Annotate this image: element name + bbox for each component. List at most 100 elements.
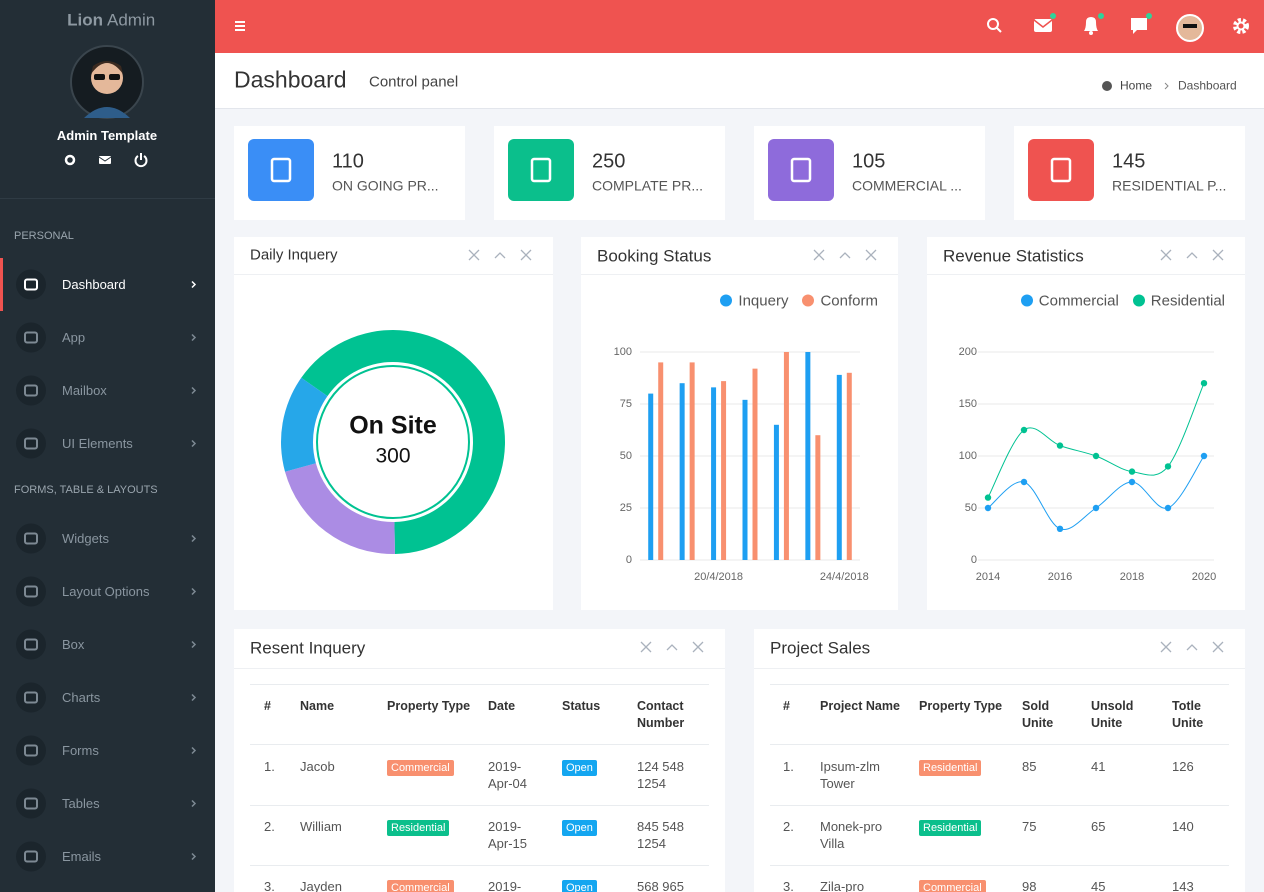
mail-icon[interactable] <box>1034 19 1052 32</box>
legend-item[interactable]: Residential <box>1132 293 1225 310</box>
chat-icon[interactable] <box>1131 18 1147 34</box>
bell-icon[interactable] <box>1084 17 1098 31</box>
y-tick-label: 50 <box>620 450 632 462</box>
stat-value: 250 <box>592 150 626 173</box>
legend-item[interactable]: Inquery <box>720 293 788 310</box>
expand-tool[interactable] <box>1160 641 1172 653</box>
legend-item[interactable]: Commercial <box>1020 293 1119 310</box>
breadcrumb-item[interactable]: Home <box>1120 78 1153 93</box>
status-badge: Open <box>562 880 597 892</box>
bar <box>689 362 695 560</box>
table-cell: 2019- <box>488 879 522 892</box>
settings-icon[interactable] <box>64 154 76 166</box>
settings-icon[interactable] <box>1233 18 1249 34</box>
avatar-glasses <box>109 74 120 80</box>
menu-icon-glyph <box>24 797 38 810</box>
panel-title: Resent Inquery <box>250 638 366 658</box>
line-point <box>1092 504 1100 512</box>
menu-item[interactable]: Charts <box>62 689 101 705</box>
collapse-tool[interactable] <box>494 252 506 259</box>
y-tick-label: 100 <box>614 346 632 358</box>
legend: Inquery Conform <box>720 293 878 310</box>
search-icon-handle <box>996 27 1002 33</box>
line-point <box>984 504 992 512</box>
collapse-tool[interactable] <box>839 252 851 259</box>
settings-icon-core <box>1236 21 1246 31</box>
menu-icon-glyph <box>24 278 38 291</box>
panel-title: Daily Inquery <box>250 246 338 264</box>
table-cell: Residential <box>919 758 1014 776</box>
line-point <box>1128 478 1136 486</box>
menu-chevron <box>191 799 197 808</box>
line-point <box>1020 478 1028 486</box>
donut-segment <box>285 463 395 554</box>
table-cell: 2. <box>264 819 275 834</box>
power-icon[interactable] <box>134 155 148 168</box>
table-cell: Jacob <box>300 759 335 774</box>
y-tick-label: 100 <box>959 450 977 462</box>
menu-icon <box>16 629 46 660</box>
table-cell: Residential <box>387 818 482 836</box>
close-tool[interactable] <box>865 249 877 261</box>
close-tool[interactable] <box>1212 641 1224 653</box>
expand-tool[interactable] <box>813 249 825 261</box>
menu-item[interactable]: Mailbox <box>62 382 107 398</box>
table-cell: Status <box>562 699 601 713</box>
search-icon[interactable] <box>987 18 999 30</box>
home-icon <box>1102 81 1112 91</box>
table-cell: 45 <box>1091 879 1106 892</box>
expand-tool[interactable] <box>1160 249 1172 261</box>
bell-clapper <box>1089 31 1093 35</box>
line-point <box>1092 452 1100 460</box>
y-tick-label: 150 <box>959 398 977 410</box>
table-cell: 85 <box>1022 759 1037 774</box>
line-point <box>1200 380 1208 387</box>
table-cell: 1. <box>264 759 275 774</box>
expand-tool[interactable] <box>640 641 652 653</box>
menu-item[interactable]: Layout Options <box>62 583 150 599</box>
x-tick-label: 2014 <box>976 571 1000 583</box>
avatar-glasses <box>94 74 105 80</box>
menu-icon-glyph <box>24 331 38 344</box>
collapse-tool[interactable] <box>666 644 678 651</box>
menu-icon-glyph <box>24 384 38 397</box>
menu-item[interactable]: App <box>62 329 86 345</box>
table-cell: 2019-Apr-04 <box>488 759 528 791</box>
mail-icon[interactable] <box>99 156 111 164</box>
bar <box>658 362 664 560</box>
menu-item[interactable]: Box <box>62 636 85 652</box>
menu-icon-glyph <box>24 638 38 651</box>
status-badge: Commercial <box>387 760 454 776</box>
stat-icon <box>508 139 574 201</box>
collapse-tool[interactable] <box>1186 252 1198 259</box>
status-badge: Commercial <box>919 880 986 892</box>
close-tool[interactable] <box>692 641 704 653</box>
close-tool[interactable] <box>520 249 532 261</box>
menu-toggle[interactable] <box>235 21 245 31</box>
legend-swatch <box>802 294 815 307</box>
collapse-tool[interactable] <box>1186 644 1198 651</box>
menu-item[interactable]: Emails <box>62 848 102 864</box>
close-tool[interactable] <box>1212 249 1224 261</box>
menu-icon <box>16 523 46 554</box>
table-cell: 143 <box>1172 879 1194 892</box>
table-cell: Contact Number <box>637 699 685 730</box>
menu-chevron <box>191 280 197 289</box>
expand-tool[interactable] <box>468 249 480 261</box>
legend-swatch <box>1020 294 1033 307</box>
menu-chevron <box>191 587 197 596</box>
menu-item[interactable]: UI Elements <box>62 435 133 451</box>
legend-item[interactable]: Conform <box>802 293 878 310</box>
menu-item[interactable]: Widgets <box>62 530 109 546</box>
donut-inner-ring <box>316 365 470 519</box>
menu-item[interactable]: Tables <box>62 795 100 811</box>
menu-item[interactable]: Dashboard <box>62 276 126 292</box>
panel <box>581 237 898 610</box>
content-header <box>215 53 1264 108</box>
status-badge: Open <box>562 760 597 776</box>
breadcrumb-separator <box>1164 82 1169 90</box>
panel-title: Revenue Statistics <box>943 246 1084 266</box>
table-cell: 98 <box>1022 879 1037 892</box>
menu-item[interactable]: Forms <box>62 742 99 758</box>
table-cell: Commercial <box>387 758 482 776</box>
